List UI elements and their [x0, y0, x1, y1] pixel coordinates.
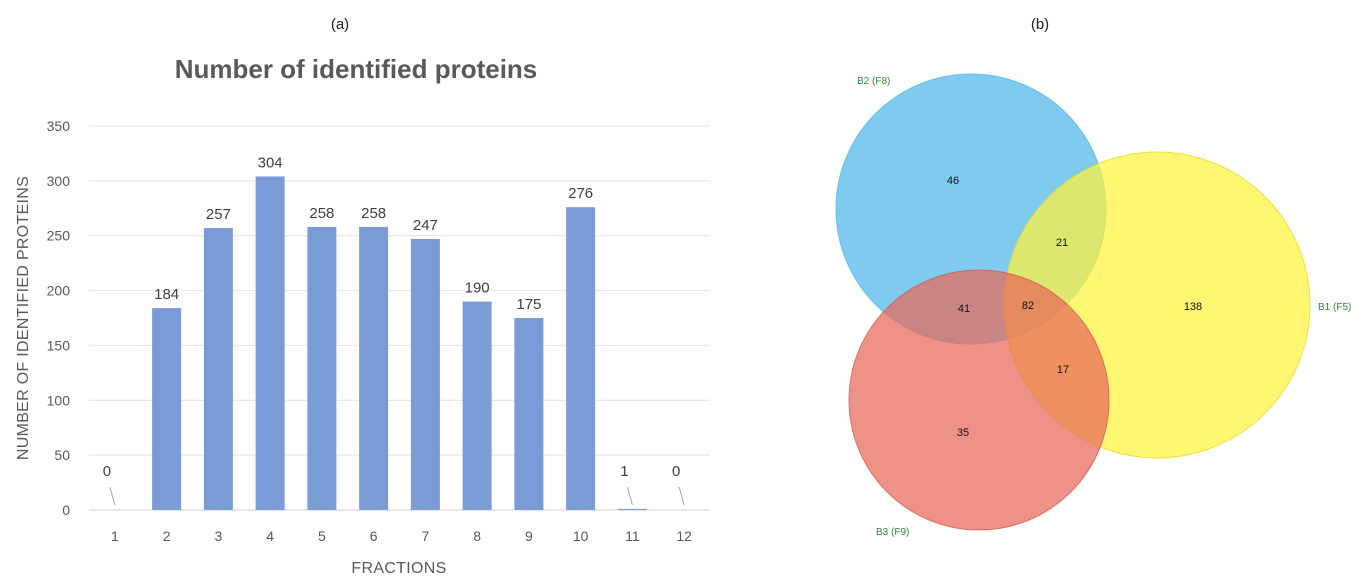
bar-fraction-7 [410, 239, 440, 510]
x-tick-label: 2 [163, 528, 171, 544]
x-tick-label: 12 [676, 528, 692, 544]
data-label: 0 [103, 463, 111, 480]
data-label: 258 [361, 205, 386, 222]
bar-fraction-6 [359, 226, 389, 511]
bar-fraction-5 [307, 226, 337, 511]
y-tick-label: 350 [47, 118, 71, 134]
bar-fraction-2 [152, 308, 182, 510]
bar-fraction-3 [203, 228, 233, 510]
data-label: 190 [465, 280, 490, 297]
data-label: 184 [154, 286, 179, 303]
bar-chart: Number of identified proteins 0501001502… [15, 54, 710, 577]
data-label: 247 [413, 217, 438, 234]
venn-set-label-b1: B1 (F5) [1318, 302, 1351, 313]
venn-count-b2-b3: 41 [958, 303, 970, 315]
gridlines [89, 125, 710, 456]
venn-count-b1-only: 138 [1184, 301, 1202, 313]
x-tick-label: 1 [111, 528, 119, 544]
bar-fraction-10 [566, 207, 596, 510]
chart-title: Number of identified proteins [175, 54, 538, 84]
x-tick-label: 6 [370, 528, 378, 544]
data-label: 257 [206, 206, 231, 223]
x-tick-label: 10 [573, 528, 589, 544]
x-tick-label: 8 [473, 528, 481, 544]
x-tick-label: 3 [214, 528, 222, 544]
x-tick-label: 11 [625, 528, 640, 544]
venn-count-b2-b1: 21 [1056, 237, 1068, 249]
venn-circle-b3 [848, 269, 1110, 531]
x-tick-label: 5 [318, 528, 326, 544]
venn-diagram: 46 21 138 41 82 17 35 B2 (F8) B1 (F5) B3… [835, 73, 1351, 538]
venn-count-b3-only: 35 [957, 427, 969, 439]
bar-fraction-9 [514, 318, 544, 510]
venn-count-b1-b3: 17 [1057, 364, 1069, 376]
y-tick-label: 100 [47, 392, 71, 408]
data-label: 304 [258, 154, 283, 171]
venn-set-label-b2: B2 (F8) [857, 76, 890, 87]
y-tick-label: 250 [47, 228, 71, 244]
x-tick-label: 9 [525, 528, 533, 544]
data-label: 175 [516, 296, 541, 313]
data-label: 1 [620, 463, 628, 480]
y-tick-label: 150 [47, 337, 71, 353]
y-axis-ticks: 0 50 100 150 200 250 300 350 [47, 118, 71, 518]
data-label: 258 [309, 205, 334, 222]
y-tick-label: 50 [54, 447, 70, 463]
bars [152, 176, 647, 511]
x-axis-title: FRACTIONS [351, 560, 446, 577]
x-tick-label: 7 [421, 528, 429, 544]
venn-set-label-b3: B3 (F9) [876, 527, 909, 538]
venn-count-all-three: 82 [1022, 300, 1034, 312]
leader-line [626, 486, 633, 506]
y-tick-label: 200 [47, 283, 71, 299]
venn-count-b2-only: 46 [947, 175, 959, 187]
x-tick-label: 4 [266, 528, 274, 544]
data-labels: 0 184 257 304 258 258 247 190 175 276 1 0 [103, 154, 681, 480]
panel-label-b: (b) [1031, 16, 1049, 33]
bar-fraction-4 [255, 176, 285, 510]
data-label: 0 [672, 463, 680, 480]
panel-label-a: (a) [331, 16, 349, 33]
y-tick-label: 300 [47, 173, 71, 189]
leader-line [109, 486, 116, 506]
y-axis-title: NUMBER OF IDENTIFIED PROTEINS [15, 176, 32, 460]
data-label: 276 [568, 185, 593, 202]
leader-line [678, 486, 685, 506]
data-label-leaders [109, 486, 685, 506]
y-tick-label: 0 [62, 502, 70, 518]
bar-fraction-8 [462, 301, 492, 510]
bar-fraction-11 [617, 508, 647, 510]
x-axis-ticks: 1 2 3 4 5 6 7 8 9 10 11 12 [111, 528, 692, 544]
